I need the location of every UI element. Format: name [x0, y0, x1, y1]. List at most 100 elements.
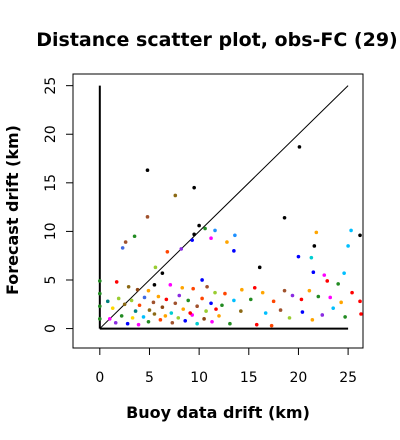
data-point-104	[183, 318, 188, 323]
x-axis-label: Buoy data drift (km)	[126, 403, 310, 422]
data-point-20	[179, 247, 184, 251]
data-point-94	[125, 321, 130, 326]
data-point-0	[145, 168, 150, 172]
data-point-61	[316, 294, 321, 299]
data-point-8	[213, 228, 217, 233]
data-point-56	[271, 299, 276, 304]
data-point-7	[203, 226, 207, 231]
data-point-78	[164, 297, 169, 302]
data-point-79	[169, 311, 174, 315]
data-point-77	[160, 305, 165, 309]
y-axis-label: Forecast drift (km)	[3, 125, 22, 295]
data-point-92	[113, 320, 118, 325]
data-point-45	[168, 283, 173, 287]
plot-frame	[72, 73, 364, 349]
data-point-86	[200, 296, 204, 301]
data-point-122	[359, 312, 363, 316]
data-point-38	[98, 304, 102, 309]
data-point-75	[151, 300, 156, 305]
data-point-47	[191, 286, 195, 291]
data-point-44	[152, 283, 157, 287]
data-point-31	[322, 273, 327, 277]
data-point-118	[310, 318, 315, 322]
data-point-51	[240, 287, 244, 292]
data-point-108	[210, 319, 214, 324]
data-point-88	[209, 301, 213, 306]
data-point-43	[146, 288, 151, 293]
data-point-99	[152, 312, 157, 316]
data-point-58	[290, 293, 295, 298]
data-point-59	[299, 297, 304, 302]
y-axis-ticks: 0 5 10 15 20 25	[43, 77, 73, 333]
data-point-98	[146, 319, 151, 324]
data-point-54	[248, 297, 253, 302]
data-point-103	[176, 316, 181, 320]
data-point-33	[325, 279, 330, 283]
data-point-112	[254, 322, 259, 327]
x-tick-label-20: 20	[290, 370, 308, 386]
data-point-82	[181, 307, 186, 311]
data-point-111	[239, 309, 243, 313]
data-point-96	[136, 322, 141, 327]
data-point-34	[336, 282, 340, 286]
x-tick-label-15: 15	[240, 370, 258, 386]
data-point-4	[145, 215, 150, 219]
data-point-39	[98, 317, 102, 321]
data-point-100	[158, 318, 163, 322]
data-point-120	[331, 306, 336, 310]
y-tick-label-10: 10	[43, 222, 59, 240]
data-point-52	[252, 285, 257, 290]
data-point-19	[190, 238, 194, 242]
data-point-67	[110, 306, 115, 310]
data-point-13	[314, 230, 319, 235]
data-point-85	[195, 304, 199, 309]
data-point-109	[217, 314, 221, 318]
data-point-57	[282, 288, 287, 293]
data-point-30	[311, 270, 316, 275]
data-point-76	[156, 294, 161, 299]
data-point-14	[225, 240, 229, 244]
data-point-87	[204, 309, 208, 313]
data-point-15	[233, 233, 237, 238]
data-point-55	[260, 290, 265, 295]
data-point-105	[188, 311, 192, 315]
data-point-73	[142, 295, 147, 300]
data-point-107	[202, 317, 206, 321]
data-point-95	[130, 316, 135, 320]
data-point-46	[180, 285, 185, 290]
data-point-18	[120, 246, 125, 250]
data-point-64	[350, 290, 354, 295]
data-point-3	[173, 193, 178, 198]
data-point-17	[123, 240, 128, 244]
data-point-24	[346, 244, 350, 248]
y-tick-label-15: 15	[43, 174, 59, 192]
data-point-41	[126, 284, 131, 289]
x-tick-label-10: 10	[190, 370, 208, 386]
data-point-72	[137, 303, 142, 308]
axis-lines-group	[98, 85, 349, 330]
data-point-117	[300, 310, 305, 314]
data-point-80	[173, 301, 178, 306]
data-point-113	[263, 311, 268, 315]
y-tick-label-5: 5	[43, 276, 59, 285]
data-point-81	[177, 293, 182, 298]
data-point-23	[312, 244, 317, 248]
data-point-121	[343, 315, 347, 319]
data-point-83	[186, 298, 191, 303]
data-point-116	[287, 316, 292, 320]
data-point-49	[213, 290, 217, 295]
data-point-42	[135, 287, 140, 292]
data-point-27	[257, 265, 262, 270]
data-point-40	[114, 280, 119, 284]
data-point-89	[214, 307, 218, 311]
data-point-2	[297, 145, 302, 149]
data-point-28	[153, 265, 158, 270]
data-point-110	[228, 321, 232, 326]
data-point-93	[119, 314, 124, 318]
data-point-66	[105, 299, 110, 304]
data-point-115	[278, 308, 283, 312]
data-point-68	[116, 296, 121, 301]
data-point-16	[132, 234, 137, 239]
data-point-32	[342, 271, 346, 275]
